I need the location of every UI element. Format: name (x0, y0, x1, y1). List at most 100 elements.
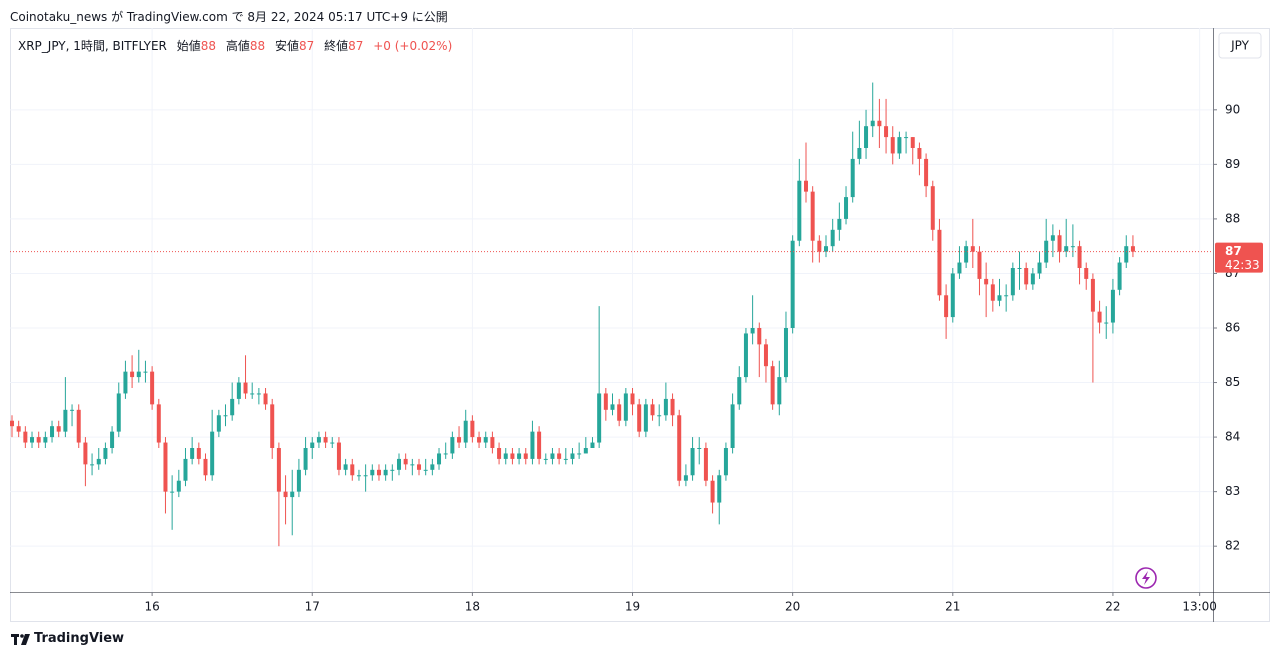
candle-body (83, 442, 88, 465)
candle-body (577, 453, 582, 455)
y-tick-label: 85 (1225, 375, 1240, 389)
candle-body (950, 273, 955, 318)
candle-body (743, 333, 748, 378)
candle-body (864, 126, 869, 148)
candles (10, 82, 1135, 547)
candle-body (557, 453, 562, 459)
candle-body (470, 420, 475, 438)
candle-body (390, 469, 395, 471)
candle-body (310, 442, 315, 448)
candle-body (176, 480, 181, 492)
candle-body (623, 393, 628, 421)
legend: XRP_JPY, 1時間, BITFLYER 始値88 高値88 安値87 終値… (18, 37, 452, 54)
y-tick-label: 83 (1225, 484, 1240, 498)
candle-body (330, 442, 335, 444)
grid (10, 28, 1213, 592)
candle-body (443, 453, 448, 455)
flash-bolt (1142, 571, 1150, 585)
candle-body (824, 246, 829, 252)
candle-body (63, 409, 68, 432)
candle-body (590, 442, 595, 448)
currency-button[interactable] (1218, 32, 1262, 59)
candle-body (323, 437, 328, 443)
candle-body (1097, 311, 1102, 323)
candle-body (890, 137, 895, 154)
candle-body (503, 453, 508, 459)
candle-body (1104, 322, 1109, 324)
candle-body (777, 377, 782, 405)
candle-body (156, 404, 161, 443)
candle-body (650, 404, 655, 416)
candle-body (403, 458, 408, 465)
candle-body (990, 284, 995, 301)
candle-body (803, 180, 808, 192)
candle-body (657, 415, 662, 417)
candle-body (583, 448, 588, 454)
candle-body (1030, 273, 1035, 285)
candle-body (1024, 268, 1029, 285)
candle-body (110, 431, 115, 448)
y-tick-label: 82 (1225, 539, 1240, 553)
candle-body (783, 328, 788, 378)
candle-body (210, 431, 215, 476)
candle-body (670, 398, 675, 416)
candle-body (543, 458, 548, 460)
candle-body (617, 404, 622, 421)
candle-body (256, 393, 261, 395)
candle-body (917, 148, 922, 159)
candle-body (303, 448, 308, 470)
x-tick-label: 18 (465, 600, 480, 614)
countdown-label: 42:33 (1225, 258, 1260, 272)
candle-body (203, 458, 208, 476)
candle-body (984, 278, 989, 285)
candle-body (597, 393, 602, 443)
footer-brand: TradingView (34, 631, 125, 646)
candle-body (270, 404, 275, 448)
candle-body (1004, 295, 1009, 297)
candle-body (530, 431, 535, 459)
candle-body (296, 469, 301, 492)
candle-body (410, 464, 415, 466)
candle-body (690, 448, 695, 476)
candle-body (1124, 246, 1129, 263)
candle-body (463, 420, 468, 443)
candle-body (417, 464, 422, 470)
candle-body (964, 246, 969, 263)
chart-frame (10, 28, 1270, 622)
candle-body (1010, 268, 1015, 296)
candle-body (643, 404, 648, 432)
candle-body (143, 371, 148, 373)
candle-body (677, 415, 682, 481)
candle-body (770, 366, 775, 405)
candle-body (163, 442, 168, 492)
candle-body (930, 186, 935, 230)
candle-body (223, 415, 228, 417)
candle-body (430, 464, 435, 470)
candle-body (490, 437, 495, 448)
logo-part (20, 634, 24, 638)
candle-body (16, 426, 21, 432)
candle-body (710, 480, 715, 503)
candle-body (23, 431, 28, 443)
logo-part (14, 634, 17, 645)
candle-body (343, 464, 348, 470)
symbol: XRP_JPY, 1時間, BITFLYER (18, 39, 167, 53)
candle-body (243, 382, 248, 394)
candle-body (797, 180, 802, 241)
candle-body (663, 398, 668, 416)
candle-body (703, 448, 708, 481)
candle-body (423, 469, 428, 471)
candle-body (103, 448, 108, 459)
candle-body (730, 404, 735, 448)
candle-body (383, 469, 388, 476)
candle-body (1037, 262, 1042, 274)
y-tick-label: 86 (1225, 321, 1240, 335)
candle-body (997, 295, 1002, 301)
candle-body (477, 437, 482, 443)
ohlc-value: 87 (298, 39, 315, 53)
candle-body (230, 398, 235, 416)
candle-body (550, 453, 555, 459)
candle-body (1077, 246, 1082, 268)
candle-body (76, 409, 81, 443)
